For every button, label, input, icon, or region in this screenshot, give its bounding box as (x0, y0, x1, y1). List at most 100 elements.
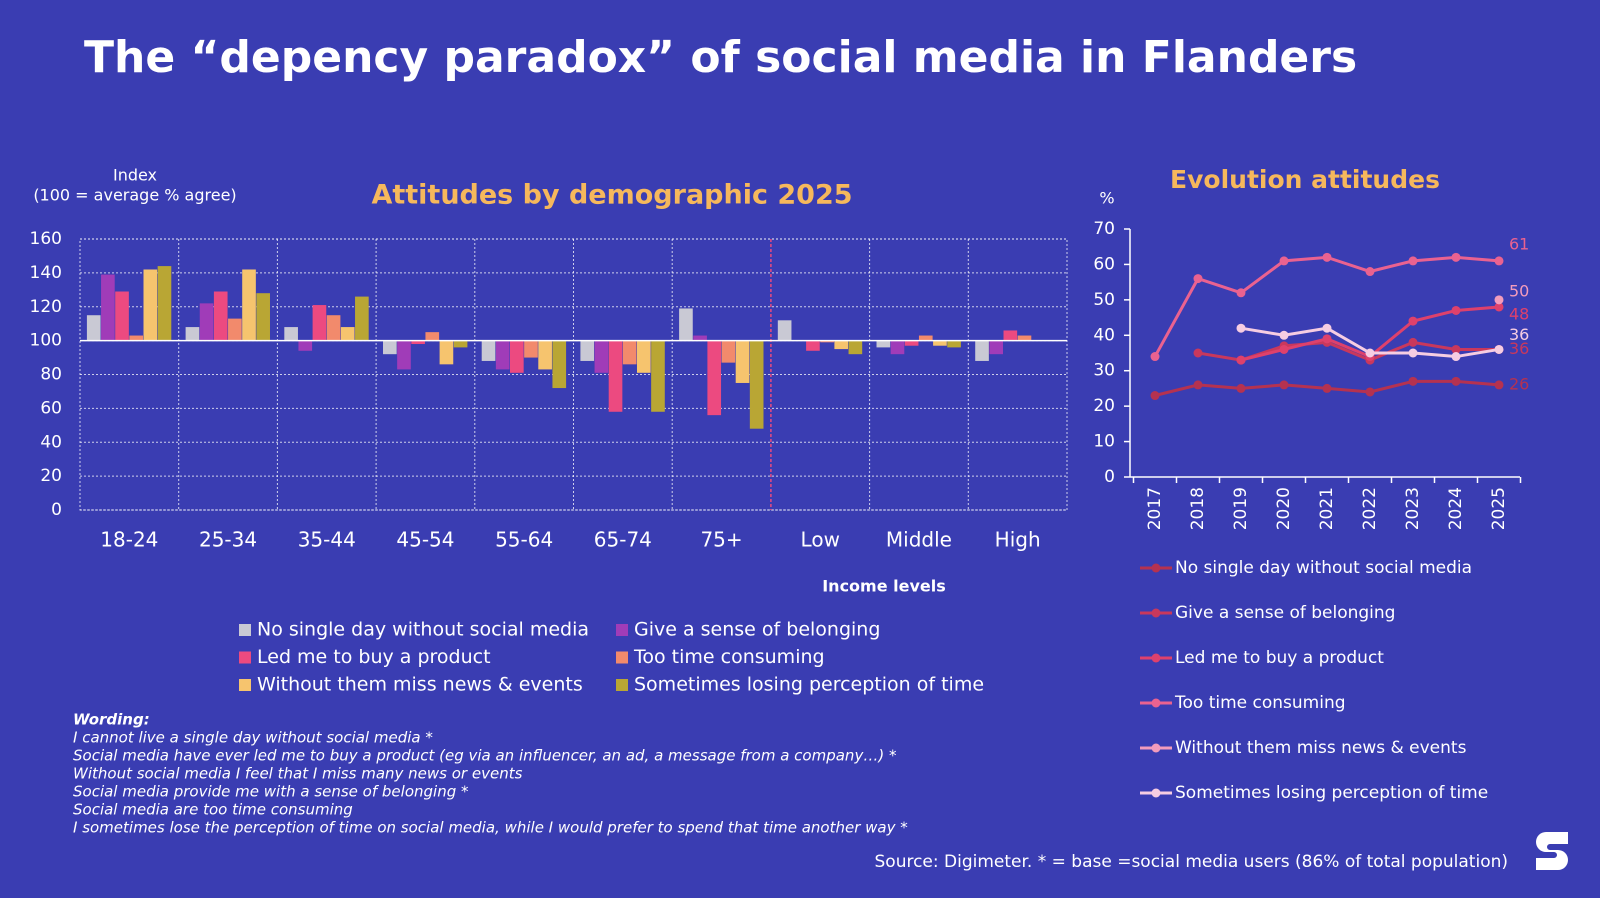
y-tick-label: 100 (30, 331, 62, 351)
wording-line: Without social media I feel that I miss … (73, 765, 523, 783)
bar (397, 340, 411, 370)
point (1279, 256, 1289, 266)
legend-label: Sometimes losing perception of time (1175, 783, 1488, 803)
legend-swatch (616, 624, 628, 636)
legend-dot (1151, 698, 1161, 708)
y-tick-label: 0 (1104, 467, 1115, 487)
line-chart-title: Evolution attitudes (1170, 165, 1440, 194)
legend-dot (1151, 653, 1161, 663)
bar (679, 308, 693, 341)
point (1408, 376, 1418, 386)
wording-heading: Wording: (73, 711, 150, 729)
data-label: 61 (1509, 234, 1529, 253)
point (1322, 383, 1332, 393)
bar (876, 340, 891, 348)
y-axis-label: Index (113, 166, 157, 185)
data-label: 26 (1509, 374, 1529, 393)
bar (481, 340, 496, 361)
bar (425, 332, 440, 341)
legend-dot (1151, 788, 1161, 798)
bar (834, 340, 849, 350)
bar (157, 266, 172, 341)
y-tick-label: 40 (40, 432, 62, 452)
y-axis-label: % (1099, 189, 1114, 208)
bar (890, 340, 905, 355)
bar (693, 335, 707, 341)
x-tick-label: 2019 (1231, 487, 1251, 530)
x-tick-label: 25-34 (199, 528, 257, 552)
data-label: 50 (1509, 281, 1529, 300)
bar (848, 340, 863, 355)
point (1236, 383, 1246, 393)
bar (326, 315, 341, 341)
wording-line: Social media have ever led me to buy a p… (73, 747, 897, 765)
y-tick-label: 140 (30, 263, 62, 283)
point (1150, 352, 1160, 362)
point (1494, 344, 1504, 354)
y-tick-label: 70 (1093, 219, 1115, 239)
x-tick-label: 2020 (1274, 487, 1294, 530)
wording-line: I sometimes lose the perception of time … (73, 819, 908, 837)
bar (453, 340, 468, 348)
bar (298, 340, 313, 351)
legend-dot (1151, 743, 1161, 753)
y-tick-label: 20 (1093, 396, 1115, 416)
x-tick-label: 2017 (1145, 487, 1165, 530)
legend-label: Led me to buy a product (1175, 648, 1384, 668)
point (1451, 352, 1461, 362)
point (1236, 323, 1246, 333)
legend-swatch (239, 624, 251, 636)
bar (510, 340, 524, 373)
legend-label: Without them miss news & events (257, 674, 583, 696)
x-tick-label: 2025 (1489, 487, 1509, 530)
bar (439, 340, 454, 365)
bar (524, 340, 538, 358)
bar (213, 291, 228, 341)
legend-label: Too time consuming (633, 646, 825, 668)
point (1279, 344, 1289, 354)
bar (552, 340, 567, 389)
bar (735, 340, 750, 383)
bar (284, 327, 298, 341)
bar (651, 340, 665, 412)
x-tick-label: 55-64 (495, 528, 553, 552)
wording-line: I cannot live a single day without socia… (73, 729, 433, 747)
legend-swatch (239, 651, 251, 664)
point (1322, 252, 1332, 262)
y-tick-label: 60 (40, 398, 62, 418)
data-label: 36 (1509, 325, 1529, 344)
bar (115, 291, 129, 341)
x-tick-label: Low (801, 528, 840, 552)
x-tick-label: High (995, 528, 1041, 552)
bar (608, 340, 623, 412)
legend-label: Too time consuming (1174, 693, 1346, 713)
x-tick-label: 2021 (1317, 487, 1337, 530)
point (1494, 295, 1504, 305)
point (1365, 348, 1375, 358)
logo (1536, 832, 1568, 870)
income-annotation: Income levels (822, 577, 946, 596)
y-tick-label: 120 (30, 297, 62, 317)
bar (101, 274, 115, 341)
legend-label: No single day without social media (1175, 558, 1472, 578)
bar (129, 335, 143, 341)
x-tick-label: Middle (886, 528, 952, 552)
legend-label: Without them miss news & events (1175, 738, 1467, 758)
bar (340, 327, 355, 341)
data-label: 48 (1509, 304, 1529, 323)
bar (820, 340, 834, 343)
y-tick-label: 10 (1093, 432, 1115, 452)
y-tick-label: 50 (1093, 290, 1115, 310)
wording-line: Social media provide me with a sense of … (73, 783, 469, 801)
bar (904, 340, 919, 346)
point (1279, 380, 1289, 390)
point (1322, 323, 1332, 333)
point (1451, 344, 1461, 354)
x-tick-label: 65-74 (594, 528, 652, 552)
bar (636, 340, 651, 373)
point (1150, 391, 1160, 401)
bar (185, 327, 200, 341)
bar (947, 340, 961, 348)
x-tick-label: 45-54 (396, 528, 454, 552)
